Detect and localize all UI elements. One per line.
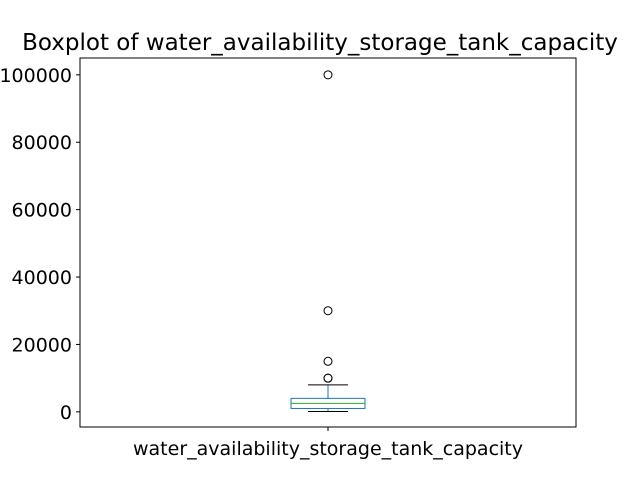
- y-tick-label: 40000: [12, 267, 72, 289]
- y-tick-label: 60000: [12, 200, 72, 222]
- y-tick-label: 100000: [0, 65, 72, 87]
- y-tick-label: 20000: [12, 334, 72, 356]
- y-tick-label: 80000: [12, 132, 72, 154]
- chart-title: Boxplot of water_availability_storage_ta…: [22, 30, 618, 56]
- x-tick-label: water_availability_storage_tank_capacity: [133, 438, 523, 460]
- x-axis: water_availability_storage_tank_capacity: [133, 427, 523, 460]
- outlier-point: [323, 356, 333, 366]
- outlier-point: [323, 373, 333, 383]
- box-series: [290, 70, 366, 412]
- y-tick-label: 0: [60, 402, 72, 424]
- y-axis: 0 20000 40000 60000 80000 100000: [0, 65, 80, 424]
- outlier-point: [323, 70, 333, 80]
- outlier-point: [323, 306, 333, 316]
- plot-area: [79, 57, 577, 428]
